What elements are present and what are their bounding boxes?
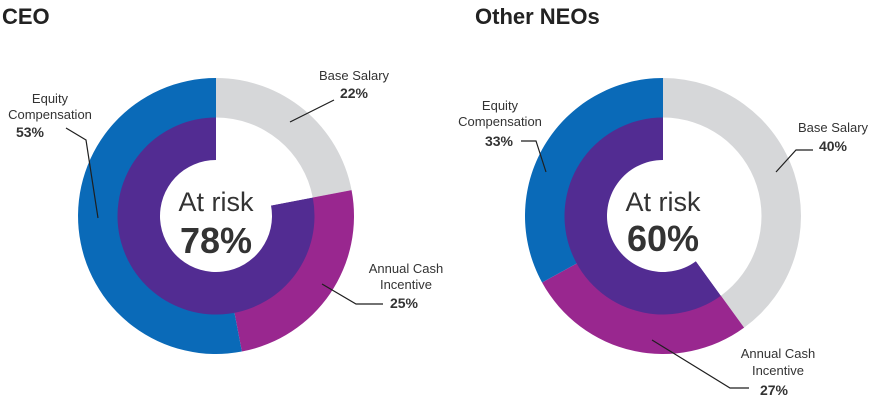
neo-annual-cash-incentive-slice bbox=[542, 263, 745, 354]
ceo-base-salary-slice bbox=[216, 78, 352, 198]
ceo-equity-value: 53% bbox=[16, 124, 45, 140]
neo-equity-leader bbox=[521, 140, 547, 173]
ceo-base-salary-value: 22% bbox=[340, 85, 369, 101]
other-neos-chart: Other NEOs At risk 60% Base Salary 40% E… bbox=[458, 4, 868, 398]
ceo-at-risk-ring bbox=[117, 117, 315, 315]
neo-equity-compensation-slice bbox=[525, 78, 663, 283]
neo-annual-cash-label-line1: Annual Cash bbox=[741, 346, 815, 361]
ceo-annual-cash-value: 25% bbox=[390, 295, 419, 311]
ceo-equity-label-line1: Equity bbox=[32, 91, 69, 106]
ceo-base-salary-label: Base Salary bbox=[319, 68, 390, 83]
neo-fixed-pay-ring-gap bbox=[663, 117, 762, 296]
neo-base-salary-label: Base Salary bbox=[798, 120, 869, 135]
ceo-fixed-pay-ring-gap bbox=[216, 117, 313, 206]
neo-base-salary-slice bbox=[663, 78, 801, 328]
ceo-annual-cash-leader bbox=[321, 283, 383, 305]
ceo-equity-leader bbox=[65, 127, 99, 219]
neo-annual-cash-value: 27% bbox=[760, 382, 789, 398]
ceo-at-risk-label: At risk bbox=[178, 187, 254, 217]
neo-at-risk-label: At risk bbox=[625, 187, 701, 217]
neo-at-risk-value: 60% bbox=[627, 218, 699, 259]
ceo-equity-compensation-slice bbox=[78, 78, 242, 354]
neo-base-salary-value: 40% bbox=[819, 138, 848, 154]
ceo-chart-title: CEO bbox=[2, 4, 50, 29]
neo-equity-label-line2: Compensation bbox=[458, 114, 542, 129]
neo-annual-cash-label-line2: Incentive bbox=[752, 363, 804, 378]
ceo-annual-cash-incentive-slice bbox=[234, 190, 355, 352]
ceo-annual-cash-label-line1: Annual Cash bbox=[369, 261, 443, 276]
ceo-at-risk-value: 78% bbox=[180, 220, 252, 261]
other-neos-chart-title: Other NEOs bbox=[475, 4, 600, 29]
neo-annual-cash-leader bbox=[651, 339, 749, 389]
ceo-base-salary-leader bbox=[289, 99, 335, 123]
ceo-equity-label-line2: Compensation bbox=[8, 107, 92, 122]
ceo-chart: CEO At risk 78% Base Salary 22% Equity C… bbox=[2, 4, 443, 354]
neo-at-risk-ring bbox=[564, 117, 721, 315]
neo-equity-label-line1: Equity bbox=[482, 98, 519, 113]
neo-equity-value: 33% bbox=[485, 133, 514, 149]
ceo-annual-cash-label-line2: Incentive bbox=[380, 277, 432, 292]
neo-base-salary-leader bbox=[775, 149, 813, 173]
